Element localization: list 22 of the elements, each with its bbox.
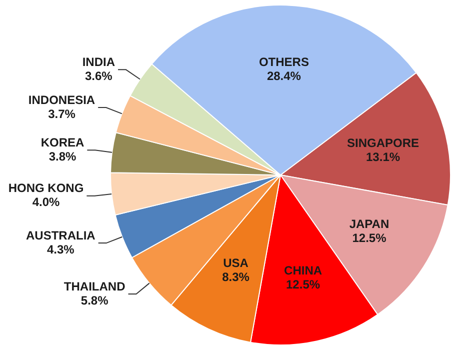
- slice-label: SINGAPORE: [347, 136, 420, 150]
- data-label: 8.3%: [222, 270, 250, 284]
- slice-label: JAPAN: [349, 217, 390, 232]
- data-label: 3.7%: [48, 106, 76, 121]
- data-label: 12.5%: [352, 231, 387, 246]
- slice-label: THAILAND: [64, 279, 126, 294]
- data-label: 4.3%: [46, 242, 75, 256]
- slice-label: HONG KONG: [8, 181, 84, 196]
- data-label: 4.0%: [32, 195, 60, 210]
- slice-label: KOREA: [40, 135, 84, 150]
- data-label: 13.1%: [366, 150, 400, 164]
- slice-label: OTHERS: [258, 54, 309, 69]
- data-label: 5.8%: [80, 293, 109, 308]
- data-label: 3.6%: [84, 68, 113, 83]
- slice-label: AUSTRALIA: [26, 228, 96, 242]
- data-label: 12.5%: [286, 277, 320, 292]
- slice-label: INDONESIA: [28, 92, 96, 107]
- data-label: 28.4%: [266, 68, 302, 83]
- slice-label: INDIA: [82, 54, 116, 69]
- data-label: 3.8%: [48, 149, 76, 164]
- slice-label: CHINA: [284, 263, 322, 278]
- slice-label: USA: [223, 256, 249, 270]
